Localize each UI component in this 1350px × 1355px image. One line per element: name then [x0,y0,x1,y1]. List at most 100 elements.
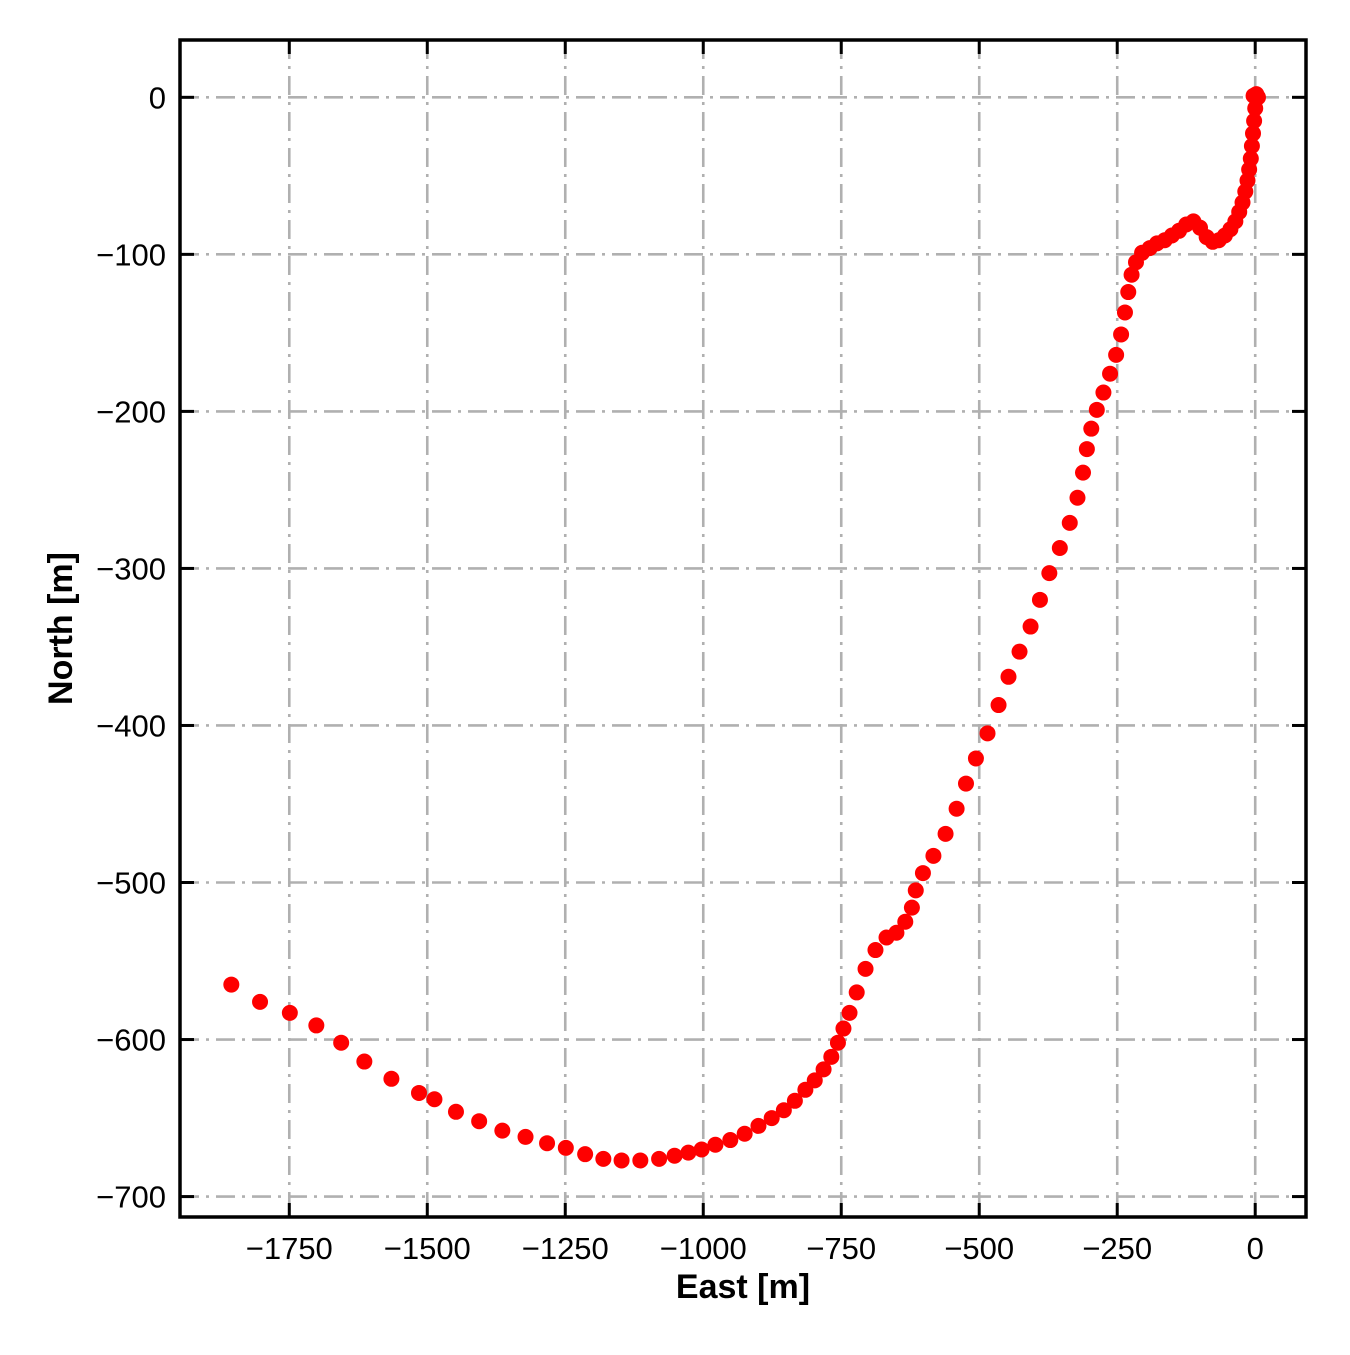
data-point [1011,643,1028,660]
x-tick-label: −1250 [522,1231,609,1266]
data-point [823,1048,840,1065]
data-point [914,865,931,882]
data-point [1123,266,1140,283]
data-point [680,1144,697,1161]
data-point [426,1091,443,1108]
data-point [775,1102,792,1119]
y-tick-label: 0 [149,80,166,115]
data-point [707,1136,724,1153]
data-point [990,697,1007,714]
data-point [651,1150,668,1167]
y-tick-label: −200 [96,394,166,429]
tick-labels: −1750 −1500 −1250 −1000 −750 −500 −250 0 0 −100 −2… [96,80,1264,1266]
grid-lines [180,40,1306,1217]
data-point [1113,326,1130,343]
tick-marks [180,40,1306,1217]
data-point [948,800,965,817]
data-point [1245,125,1262,142]
data-point [356,1053,373,1070]
data-point [1108,346,1125,363]
data-point [557,1139,574,1156]
data-point [967,750,984,767]
data-point [1102,365,1119,382]
data-point [937,825,954,842]
data-point [763,1110,780,1127]
data-point [1247,100,1264,117]
data-point [1127,254,1144,271]
x-tick-label: −1500 [384,1231,471,1266]
data-point [1116,304,1133,321]
data-point [308,1017,325,1034]
x-tick-label: −250 [1082,1231,1152,1266]
data-point [736,1125,753,1142]
data-point [383,1070,400,1087]
data-point [1246,112,1263,129]
data-point [925,847,942,864]
x-axis-label: East [m] [676,1268,810,1306]
data-point [595,1150,612,1167]
data-point [867,942,884,959]
data-point [1069,489,1086,506]
data-point [897,913,914,930]
data-point [281,1004,298,1021]
data-point [577,1146,594,1163]
y-axis-label: North [m] [42,552,80,705]
plot-border [178,38,1308,1219]
data-point [632,1152,649,1169]
x-tick-label: 0 [1247,1231,1264,1266]
data-point [1243,138,1260,155]
data-point [1083,420,1100,437]
data-point [1041,565,1058,582]
data-point [471,1113,488,1130]
data-point [1095,384,1112,401]
data-point [1061,514,1078,531]
data-point [1051,540,1068,557]
data-point [1075,464,1092,481]
data-point [979,725,996,742]
y-tick-label: −100 [96,237,166,272]
data-point [1120,284,1137,301]
y-tick-label: −400 [96,708,166,743]
x-tick-label: −1750 [246,1231,333,1266]
data-point [1022,618,1039,635]
data-point [841,1004,858,1021]
y-tick-label: −300 [96,551,166,586]
data-point [1088,401,1105,418]
x-tick-label: −1000 [660,1231,747,1266]
data-point [666,1147,683,1164]
x-tick-label: −500 [944,1231,1014,1266]
data-points [223,86,1266,1169]
data-point [829,1034,846,1051]
data-point [517,1128,534,1145]
data-point [447,1103,464,1120]
x-tick-label: −750 [806,1231,876,1266]
data-point [252,993,269,1010]
data-point [223,976,240,993]
data-point [333,1034,350,1051]
data-point [722,1132,739,1149]
data-point [1000,668,1017,685]
y-tick-label: −700 [96,1180,166,1215]
data-point [693,1141,710,1158]
data-point [1078,441,1095,458]
data-point [907,882,924,899]
data-point [848,984,865,1001]
data-point [903,899,920,916]
data-point [539,1135,556,1152]
data-point [410,1084,427,1101]
data-point [786,1092,803,1109]
data-point [750,1117,767,1134]
data-point [494,1122,511,1139]
data-point [957,775,974,792]
data-point [613,1152,630,1169]
data-point [835,1020,852,1037]
data-point [1031,591,1048,608]
data-point [815,1061,832,1078]
data-point [878,929,895,946]
data-point [797,1081,814,1098]
y-tick-label: −600 [96,1023,166,1058]
y-tick-label: −500 [96,866,166,901]
data-point [857,960,874,977]
